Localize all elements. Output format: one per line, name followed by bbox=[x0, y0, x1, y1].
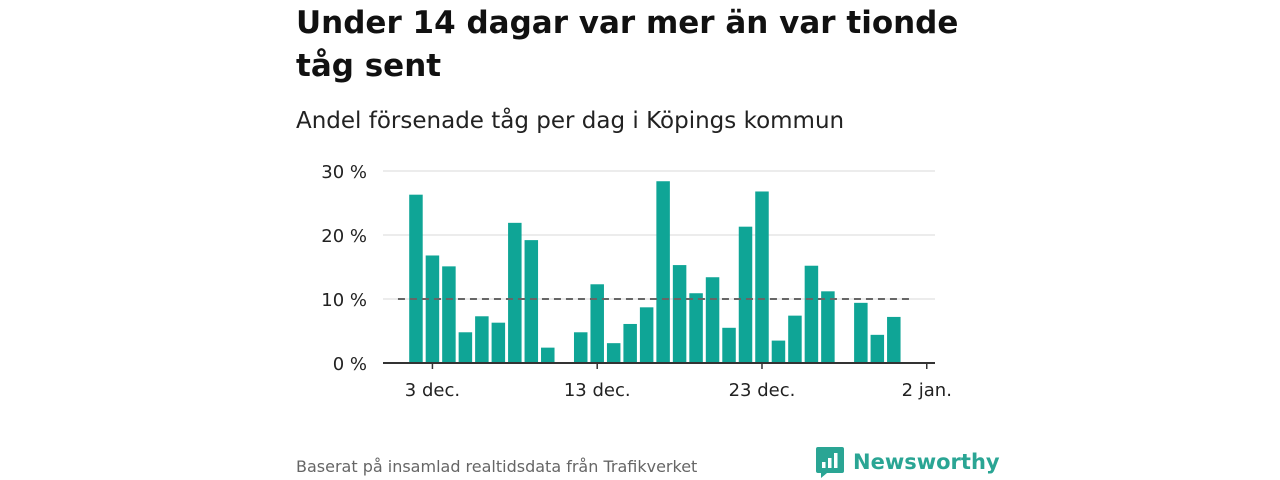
bar bbox=[854, 302, 868, 363]
bars bbox=[409, 181, 901, 363]
bar bbox=[590, 284, 604, 363]
brand-name: Newsworthy bbox=[853, 450, 1000, 474]
bar bbox=[755, 191, 769, 363]
bar bbox=[639, 307, 654, 363]
y-tick-label: 20 % bbox=[321, 226, 367, 247]
bar bbox=[672, 265, 687, 363]
x-tick-label: 2 jan. bbox=[902, 380, 952, 401]
bar bbox=[705, 277, 720, 363]
bar bbox=[870, 334, 885, 363]
source-note: Baserat på insamlad realtidsdata från Tr… bbox=[296, 457, 698, 476]
bar bbox=[508, 222, 522, 363]
x-tick-label: 13 dec. bbox=[564, 380, 631, 401]
bar bbox=[541, 347, 555, 363]
y-tick-label: 10 % bbox=[321, 290, 367, 311]
bar bbox=[606, 343, 621, 363]
bar bbox=[804, 265, 819, 363]
x-tick-label: 23 dec. bbox=[729, 380, 796, 401]
bar-chart: 0 % 10 % 20 % 30 % 3 dec. 13 dec. 23 dec. 2 jan… bbox=[321, 162, 952, 401]
chart-title: Under 14 dagar var mer än var tionde tåg… bbox=[296, 5, 959, 84]
x-tick-label: 3 dec. bbox=[405, 380, 460, 401]
bar bbox=[475, 316, 489, 363]
bar bbox=[887, 316, 901, 363]
bar bbox=[442, 266, 456, 363]
bar bbox=[491, 322, 506, 363]
bar bbox=[788, 315, 802, 363]
bar bbox=[425, 255, 440, 363]
bar bbox=[458, 332, 473, 363]
bar bbox=[524, 240, 539, 363]
bar bbox=[738, 226, 753, 363]
bar bbox=[722, 327, 736, 363]
bar bbox=[656, 181, 670, 363]
bar bbox=[771, 340, 786, 363]
bar bbox=[821, 291, 835, 363]
y-tick-label: 30 % bbox=[321, 162, 367, 183]
bar bbox=[623, 323, 637, 363]
newsworthy-logo: Newsworthy bbox=[815, 446, 1000, 478]
bar bbox=[689, 293, 703, 363]
newsworthy-logo-icon bbox=[816, 447, 844, 478]
bar bbox=[409, 194, 423, 363]
bar bbox=[573, 332, 588, 363]
y-tick-label: 0 % bbox=[333, 354, 367, 375]
axes: 0 % 10 % 20 % 30 % 3 dec. 13 dec. 23 dec. 2 jan… bbox=[321, 162, 952, 401]
chart-subtitle: Andel försenade tåg per dag i Köpings ko… bbox=[296, 108, 845, 134]
